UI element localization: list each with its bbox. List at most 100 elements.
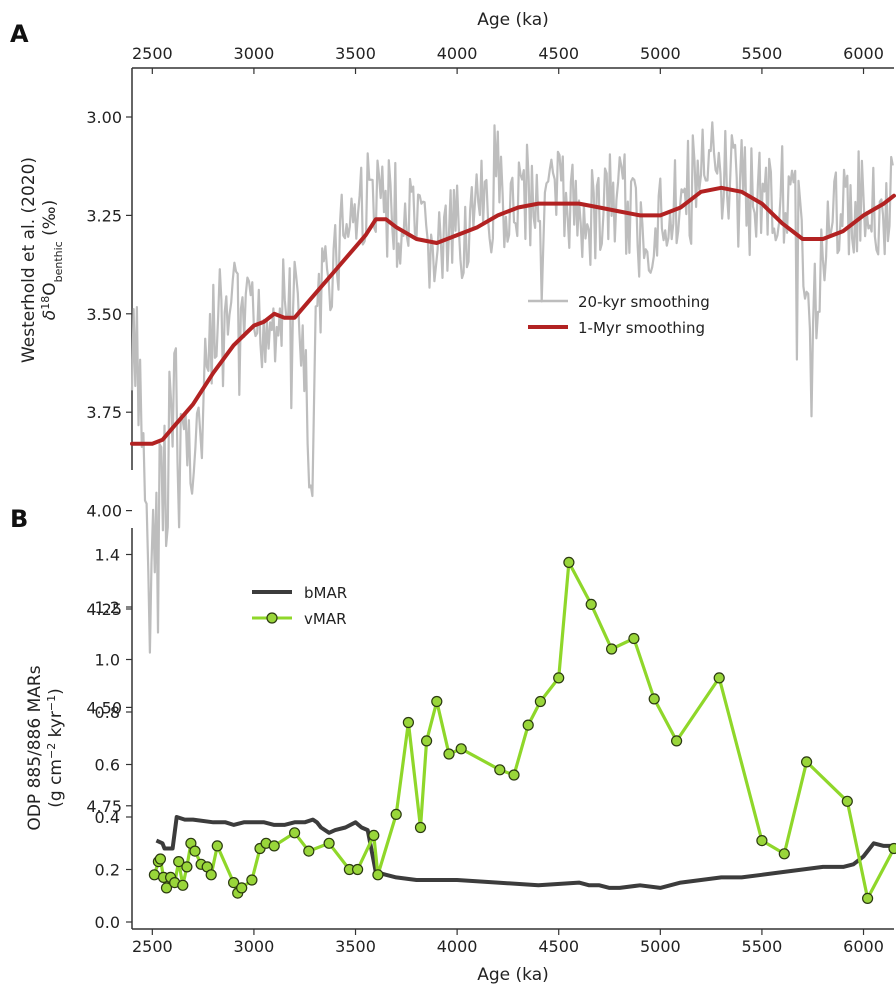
vmar-point bbox=[228, 876, 240, 889]
vmar-point bbox=[246, 874, 258, 886]
vmar-point bbox=[236, 882, 248, 894]
mar-unit-part1: (g cm bbox=[46, 759, 66, 808]
series-20kyr-smoothing-line bbox=[130, 121, 894, 654]
benthic-subscript: benthic bbox=[52, 241, 65, 282]
vmar-point bbox=[713, 672, 725, 684]
mar-unit-exp2: −1 bbox=[45, 695, 58, 711]
vmar-point bbox=[800, 756, 813, 768]
vmar-point bbox=[455, 743, 467, 755]
panel-b-y-tick-label: 0.0 bbox=[95, 913, 120, 932]
vmar-point bbox=[289, 827, 301, 839]
panel-b-x-tick-label: 5500 bbox=[742, 937, 783, 956]
legend-swatch-vmar-marker bbox=[266, 612, 278, 624]
panel-a-x-tick-label: 4000 bbox=[437, 44, 478, 63]
panel-b-x-tick-label: 3000 bbox=[234, 937, 275, 956]
vmar-point bbox=[756, 834, 768, 847]
panel-b-x-axis-title: Age (ka) bbox=[477, 965, 549, 985]
legend-label-bmar: bMAR bbox=[304, 584, 347, 602]
vmar-point bbox=[181, 861, 193, 873]
panel-b-x-tick-label: 3500 bbox=[335, 937, 376, 956]
panel-a: A Age (ka) 2500 3000 3500 4000 4500 5000 5500 6… bbox=[10, 10, 896, 816]
vmar-point bbox=[431, 695, 443, 708]
vmar-point bbox=[160, 882, 173, 894]
panel-a-axes bbox=[131, 67, 894, 470]
vmar-point bbox=[390, 808, 402, 821]
panel-b-x-ticks: 2500 3000 3500 4000 4500 5000 5500 6000 bbox=[132, 929, 884, 956]
panel-a-y-axis-title-line2: δ18Obenthic (‰) bbox=[39, 200, 65, 320]
panel-a-y-tick-label: 4.75 bbox=[86, 797, 122, 816]
panel-b-x-tick-label: 5000 bbox=[640, 937, 681, 956]
panel-a-series bbox=[130, 121, 896, 654]
panel-b-y-tick-label: 1.4 bbox=[95, 546, 120, 565]
isotope-superscript: 18 bbox=[39, 296, 52, 310]
panel-a-x-ticks: 2500 3000 3500 4000 4500 5000 5500 6000 bbox=[132, 44, 884, 74]
panel-a-y-tick-label: 4.50 bbox=[86, 698, 122, 717]
panel-b-y-tick-label: 0.6 bbox=[95, 756, 120, 775]
panel-a-x-tick-label: 5500 bbox=[742, 44, 783, 63]
panel-a-y-tick-label: 4.25 bbox=[86, 600, 122, 619]
vmar-point bbox=[628, 632, 640, 645]
mar-unit-part3: ) bbox=[46, 688, 66, 695]
panel-b-y-ticks: 0.0 0.2 0.4 0.6 0.8 1.0 1.2 1.4 bbox=[95, 546, 132, 932]
legend-label-20kyr: 20-kyr smoothing bbox=[578, 293, 710, 311]
panel-b-series bbox=[148, 556, 896, 905]
vmar-point bbox=[648, 693, 660, 705]
panel-a-x-tick-label: 3500 bbox=[335, 44, 376, 63]
panel-b-axes bbox=[131, 528, 894, 930]
vmar-point bbox=[189, 845, 201, 857]
legend-label-vmar: vMAR bbox=[304, 610, 347, 628]
panel-b-x-tick-label: 4000 bbox=[437, 937, 478, 956]
vmar-point bbox=[522, 719, 534, 731]
mar-unit-exp1: −2 bbox=[45, 743, 58, 759]
panel-a-y-ticks: 3.00 3.25 3.50 3.75 4.00 4.25 4.50 4.75 bbox=[86, 108, 132, 816]
panel-b-x-tick-label: 2500 bbox=[132, 937, 173, 956]
panel-a-y-tick-label: 3.75 bbox=[86, 403, 122, 422]
vmar-point bbox=[177, 879, 189, 891]
panel-a-letter: A bbox=[10, 20, 29, 48]
vmar-point bbox=[368, 829, 380, 842]
vmar-point bbox=[443, 748, 455, 760]
panel-b-y-tick-label: 0.2 bbox=[95, 861, 120, 880]
panel-b-x-tick-label: 4500 bbox=[538, 937, 579, 956]
panel-b-y-tick-label: 0.4 bbox=[95, 808, 120, 827]
panel-a-x-tick-label: 3000 bbox=[234, 44, 275, 63]
vmar-point bbox=[494, 764, 506, 776]
vmar-point bbox=[508, 769, 520, 781]
panel-a-x-axis-title: Age (ka) bbox=[477, 10, 549, 30]
vmar-point bbox=[352, 863, 364, 876]
panel-b-y-tick-label: 1.0 bbox=[95, 651, 120, 670]
panel-a-y-axis-title-line1: Westerhold et al. (2020) bbox=[19, 157, 39, 363]
vmar-point bbox=[534, 695, 547, 708]
panel-a-y-tick-label: 3.00 bbox=[86, 108, 122, 127]
vmar-point bbox=[670, 735, 683, 747]
vmar-point bbox=[205, 869, 217, 881]
panel-a-y-tick-label: 4.00 bbox=[86, 502, 122, 521]
vmar-point bbox=[402, 716, 414, 729]
vmar-point bbox=[268, 840, 280, 852]
vmar-point bbox=[563, 556, 575, 569]
permil-unit: (‰) bbox=[40, 200, 60, 241]
panel-b-y-tick-label: 1.2 bbox=[95, 598, 120, 617]
panel-a-x-tick-label: 4500 bbox=[538, 44, 579, 63]
vmar-point bbox=[421, 735, 433, 747]
oxygen-symbol: O bbox=[40, 282, 60, 295]
vmar-point bbox=[303, 845, 315, 857]
panel-b-x-tick-label: 6000 bbox=[843, 937, 884, 956]
panel-a-y-tick-label: 3.50 bbox=[86, 305, 122, 324]
vmar-point bbox=[211, 840, 223, 852]
panel-a-legend: 20-kyr smoothing 1-Myr smoothing bbox=[528, 293, 710, 337]
panel-b-y-axis-title-line2: (g cm−2 kyr−1) bbox=[45, 688, 67, 808]
mar-unit-part2: kyr bbox=[46, 711, 66, 743]
panel-a-y-tick-label: 3.25 bbox=[86, 206, 122, 225]
vmar-point bbox=[323, 837, 335, 849]
delta-symbol: δ bbox=[40, 310, 60, 320]
vmar-point bbox=[414, 821, 427, 834]
vmar-point bbox=[841, 795, 853, 807]
panel-a-x-tick-label: 6000 bbox=[843, 44, 884, 63]
legend-label-1myr: 1-Myr smoothing bbox=[578, 319, 705, 337]
vmar-point bbox=[778, 848, 790, 860]
panel-b-y-tick-label: 0.8 bbox=[95, 703, 120, 722]
vmar-point bbox=[605, 643, 618, 655]
vmar-point bbox=[585, 598, 597, 611]
